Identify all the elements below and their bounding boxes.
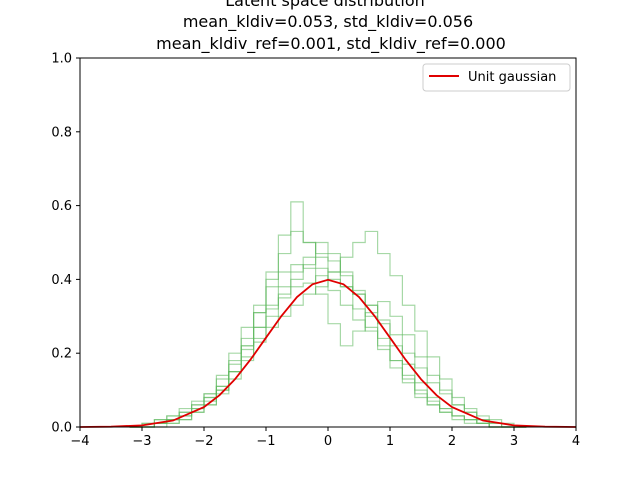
x-tick-label: 3 [510,434,518,449]
x-tick-label: −2 [194,434,213,449]
chart-legend: Unit gaussian [422,63,571,92]
gaussian-layer [79,278,577,428]
unit-gaussian-curve [79,278,577,428]
y-tick-label: 0.4 [51,273,72,288]
title-line-2: mean_kldiv=0.053, std_kldiv=0.056 [183,12,473,32]
chart-title: Latent space distribution mean_kldiv=0.0… [156,0,506,54]
title-line-1: Latent space distribution [225,0,425,10]
x-tick-label: 1 [386,434,394,449]
x-tick-label: −4 [70,434,89,449]
x-tick-label: 0 [324,434,332,449]
plot-area [79,57,577,428]
x-tick-label: −3 [132,434,151,449]
y-tick-label: 0.6 [51,199,72,214]
title-line-3: mean_kldiv_ref=0.001, std_kldiv_ref=0.00… [156,34,506,54]
legend-box [422,63,571,92]
x-axis: −4 −3 −2 −1 0 1 2 3 4 [70,427,580,449]
legend-label-unit-gaussian: Unit gaussian [468,70,556,85]
y-tick-label: 0.2 [51,347,72,362]
y-tick-label: 0.8 [51,125,72,140]
y-axis: 0.0 0.2 0.4 0.6 0.8 1.0 [51,52,80,436]
y-tick-label: 1.0 [51,52,72,67]
x-tick-label: 4 [572,434,580,449]
x-tick-label: 2 [448,434,456,449]
y-tick-label: 0.0 [51,421,72,436]
x-tick-label: −1 [256,434,275,449]
